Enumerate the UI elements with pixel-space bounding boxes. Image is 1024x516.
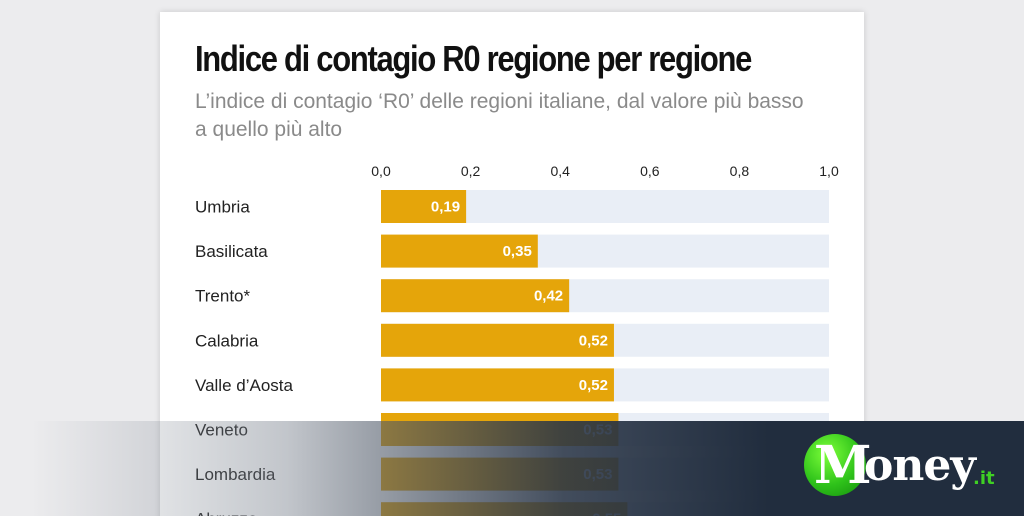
x-tick-label: 0,0 — [371, 163, 391, 179]
category-label: Basilicata — [195, 242, 268, 261]
x-tick-label: 0,6 — [640, 163, 660, 179]
bar — [381, 323, 614, 357]
bar — [381, 279, 570, 313]
x-tick-label: 1,0 — [819, 163, 839, 179]
logo-circle-icon — [804, 434, 866, 496]
value-label: 0,35 — [503, 243, 532, 260]
bar — [381, 368, 614, 402]
category-label: Trento* — [195, 287, 251, 306]
category-label: Umbria — [195, 198, 250, 217]
x-tick-label: 0,8 — [730, 163, 750, 179]
money-logo[interactable]: M oney .it — [800, 432, 1010, 504]
chart-subtitle: L’indice di contagio ‘R0’ delle regioni … — [195, 90, 804, 141]
value-label: 0,52 — [579, 332, 608, 349]
bar — [381, 234, 538, 268]
x-tick-label: 0,4 — [550, 163, 570, 179]
chart-title: Indice di contagio R0 regione per region… — [195, 38, 752, 79]
value-label: 0,52 — [579, 377, 608, 394]
x-tick-label: 0,2 — [461, 163, 481, 179]
logo-letter-m: M — [814, 435, 872, 496]
category-label: Valle d’Aosta — [195, 376, 294, 395]
logo-text: oney — [864, 440, 976, 491]
logo-suffix: .it — [973, 468, 995, 489]
value-label: 0,42 — [534, 288, 563, 305]
bar — [381, 190, 467, 223]
value-label: 0,19 — [431, 199, 460, 216]
category-label: Calabria — [195, 331, 259, 350]
